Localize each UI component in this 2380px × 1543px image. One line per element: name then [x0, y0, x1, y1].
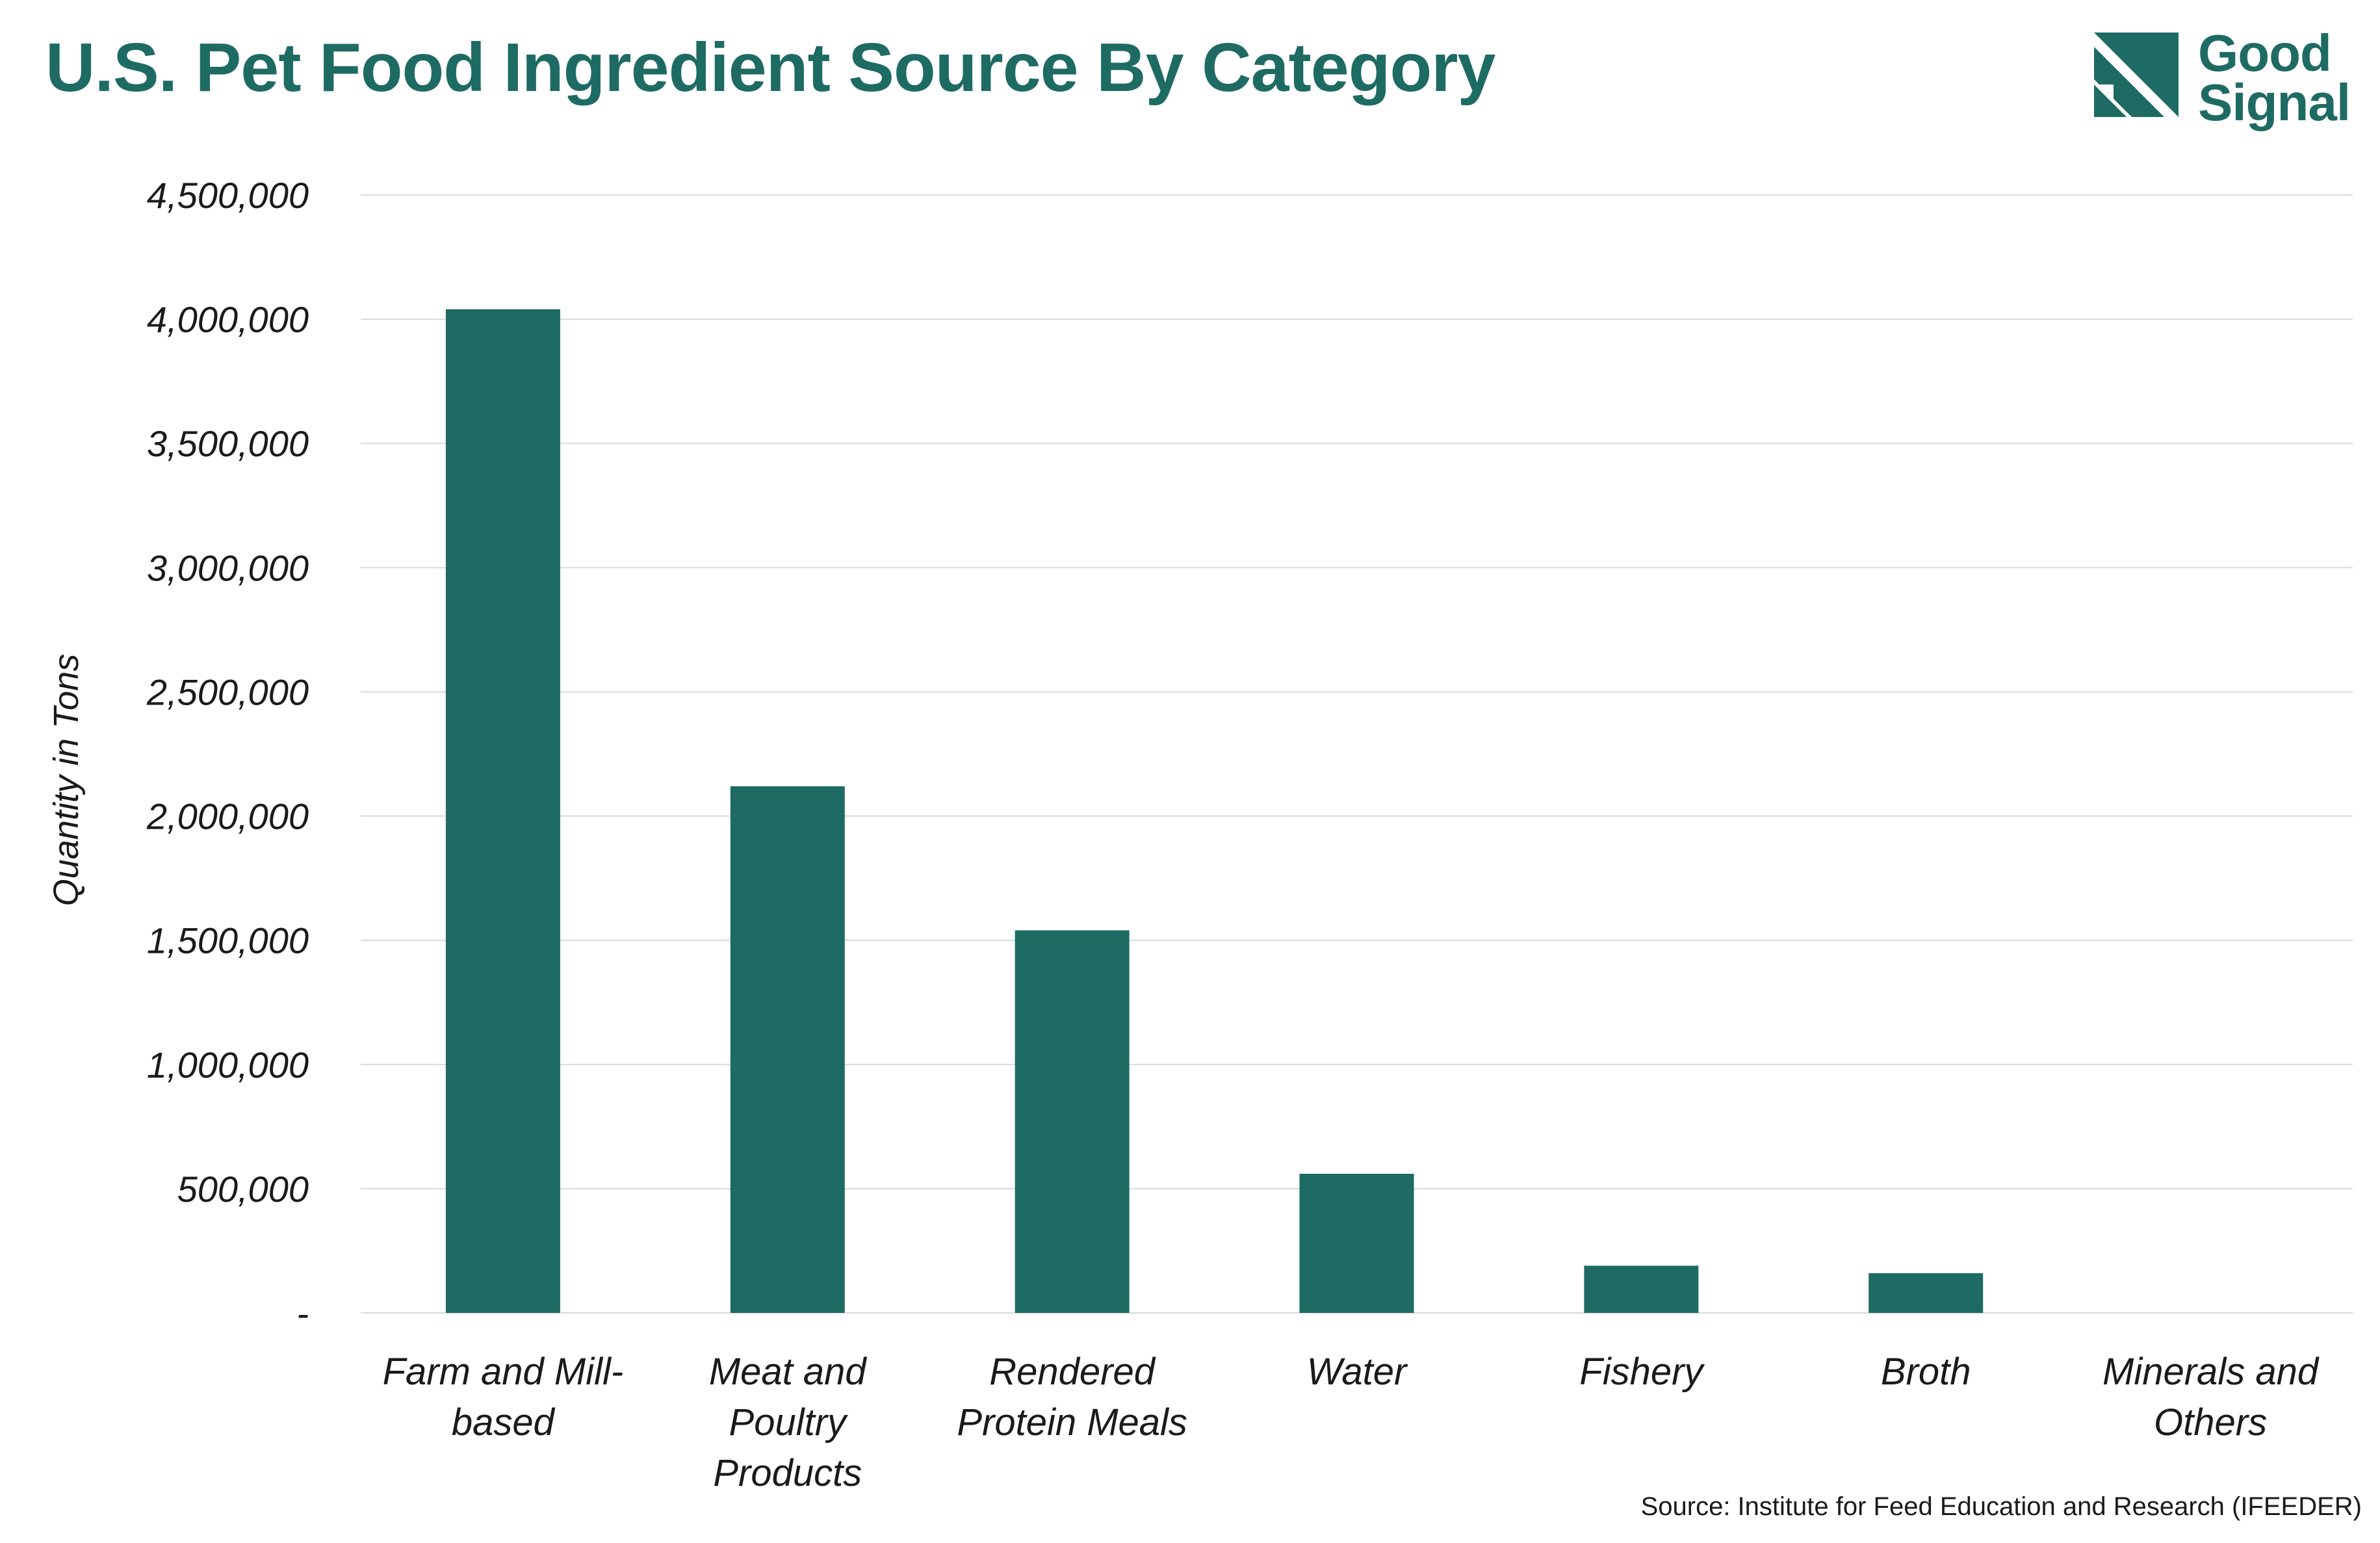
y-tick-label: 2,000,000 [146, 796, 309, 837]
x-tick-label: Water [1307, 1351, 1408, 1393]
logo-line-2: Signal [2198, 73, 2351, 131]
logo-mark-icon [2094, 32, 2179, 117]
good-signal-logo: Good Signal [2094, 24, 2367, 139]
logo-wordmark: Good Signal [2198, 24, 2351, 131]
y-tick-label: 4,000,000 [147, 299, 309, 340]
x-tick-label-line: Products [713, 1452, 862, 1494]
x-tick-label-line: Minerals and [2102, 1351, 2320, 1393]
x-tick-label-line: based [452, 1401, 556, 1444]
x-tick-label: Minerals and Others [2102, 1351, 2320, 1444]
source-note: Source: Institute for Feed Education and… [1640, 1492, 2362, 1521]
chart-title: U.S. Pet Food Ingredient Source By Categ… [45, 29, 1495, 106]
x-tick-label-line: Water [1307, 1351, 1408, 1393]
x-tick-label-line: Meat and [709, 1351, 868, 1393]
logo-line-1: Good [2198, 24, 2332, 82]
y-tick-label: 500,000 [177, 1169, 309, 1210]
bar [445, 309, 560, 1313]
y-tick-label: 1,500,000 [147, 920, 309, 961]
x-tick-label-line: Rendered [989, 1351, 1156, 1393]
bar [1015, 930, 1130, 1313]
x-tick-label: Broth [1881, 1351, 1971, 1393]
x-tick-label: Meat and Poultry Products [709, 1351, 868, 1494]
y-axis-label: Quantity in Tons [47, 654, 86, 906]
x-tick-label-line: Fishery [1579, 1351, 1705, 1393]
x-tick-label-line: Others [2154, 1401, 2267, 1444]
y-tick-label: 2,500,000 [146, 671, 309, 712]
x-tick-label-line: Poultry [729, 1401, 849, 1444]
x-tick-label-line: Farm and Mill- [383, 1351, 624, 1393]
bar [730, 786, 845, 1313]
y-tick-label: 3,000,000 [147, 547, 309, 588]
y-tick-label: 4,500,000 [147, 175, 309, 216]
y-tick-label: 1,000,000 [147, 1044, 309, 1085]
x-tick-label: Rendered Protein Meals [957, 1351, 1187, 1444]
y-tick-label: 3,500,000 [147, 423, 309, 464]
bar [1299, 1173, 1414, 1313]
y-tick-label: - [296, 1293, 309, 1334]
x-tick-label-line: Broth [1881, 1351, 1971, 1393]
bar [1869, 1273, 1984, 1313]
x-tick-label: Fishery [1579, 1351, 1705, 1393]
bar [1584, 1265, 1699, 1313]
x-tick-label-line: Protein Meals [957, 1401, 1187, 1444]
x-tick-label: Farm and Mill-based [383, 1351, 624, 1444]
